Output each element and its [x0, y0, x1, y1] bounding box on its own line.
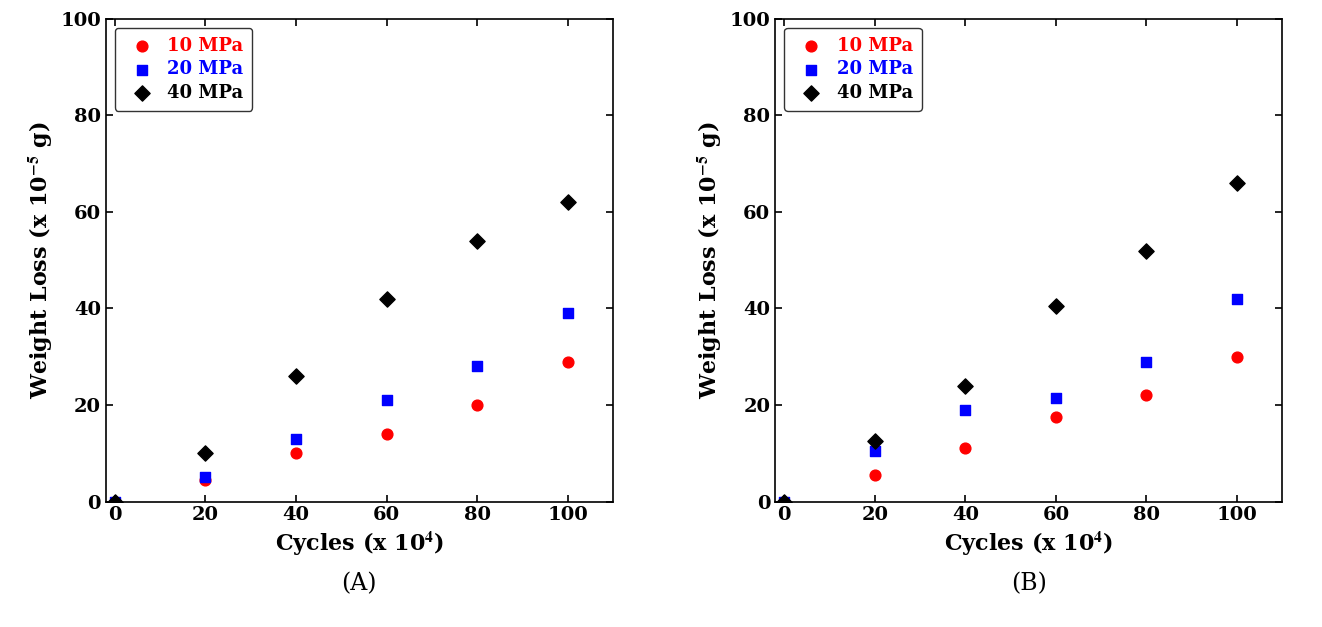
Legend: 10 MPa, 20 MPa, 40 MPa: 10 MPa, 20 MPa, 40 MPa — [784, 28, 921, 111]
40 MPa — [1136, 246, 1157, 256]
40 MPa — [286, 371, 307, 381]
10 MPa — [467, 400, 488, 410]
20 MPa — [557, 308, 578, 319]
10 MPa — [104, 497, 126, 507]
Legend: 10 MPa, 20 MPa, 40 MPa: 10 MPa, 20 MPa, 40 MPa — [115, 28, 253, 111]
40 MPa — [467, 236, 488, 246]
X-axis label: Cycles (x 10$^4$): Cycles (x 10$^4$) — [944, 530, 1113, 558]
X-axis label: Cycles (x 10$^4$): Cycles (x 10$^4$) — [275, 530, 444, 558]
20 MPa — [1136, 357, 1157, 367]
Y-axis label: Weight Loss (x 10$^{-5}$ g): Weight Loss (x 10$^{-5}$ g) — [695, 121, 724, 399]
10 MPa — [1227, 352, 1248, 362]
40 MPa — [375, 294, 397, 304]
10 MPa — [194, 475, 215, 485]
20 MPa — [467, 361, 488, 371]
Text: (A): (A) — [341, 572, 377, 595]
10 MPa — [557, 357, 578, 367]
10 MPa — [954, 443, 976, 453]
20 MPa — [865, 446, 886, 456]
20 MPa — [194, 473, 215, 483]
20 MPa — [375, 395, 397, 405]
40 MPa — [194, 448, 215, 458]
40 MPa — [1227, 178, 1248, 188]
Y-axis label: Weight Loss (x 10$^{-5}$ g): Weight Loss (x 10$^{-5}$ g) — [26, 121, 54, 399]
40 MPa — [773, 497, 795, 507]
40 MPa — [1046, 301, 1067, 311]
10 MPa — [375, 429, 397, 439]
20 MPa — [1046, 393, 1067, 403]
20 MPa — [954, 405, 976, 415]
20 MPa — [773, 497, 795, 507]
10 MPa — [1046, 412, 1067, 422]
10 MPa — [773, 497, 795, 507]
40 MPa — [954, 381, 976, 391]
10 MPa — [1136, 391, 1157, 401]
10 MPa — [865, 470, 886, 480]
20 MPa — [286, 434, 307, 444]
10 MPa — [286, 448, 307, 458]
20 MPa — [1227, 294, 1248, 304]
20 MPa — [104, 497, 126, 507]
40 MPa — [104, 497, 126, 507]
40 MPa — [557, 198, 578, 208]
Text: (B): (B) — [1011, 572, 1047, 595]
40 MPa — [865, 436, 886, 446]
